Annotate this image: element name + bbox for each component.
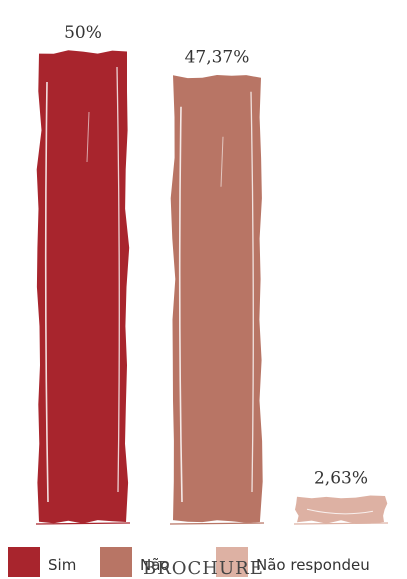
value-labels-layer: 50% 47,37% 2,63% — [64, 23, 368, 488]
value-label: 50% — [64, 23, 102, 43]
brochure-overlay-text: BROCHURE — [143, 558, 264, 579]
bar-não-respondeu — [293, 495, 389, 525]
legend-swatch — [100, 547, 132, 577]
legend-swatch — [8, 547, 40, 577]
bar-não — [169, 75, 265, 525]
bars-layer — [35, 50, 389, 525]
legend-item: Sim — [8, 547, 76, 577]
legend-item: Não respondeu — [216, 547, 370, 577]
legend-item: Não — [100, 547, 170, 577]
legend-label: Não respondeu — [256, 556, 370, 574]
value-label: 47,37% — [185, 48, 250, 68]
legend-label: Não — [140, 556, 170, 574]
legend-swatch — [216, 547, 248, 577]
legend: Sim Não Não respondeu — [8, 547, 370, 577]
value-label: 2,63% — [314, 468, 368, 488]
legend-label: Sim — [48, 556, 76, 574]
bar-sim — [35, 50, 131, 525]
